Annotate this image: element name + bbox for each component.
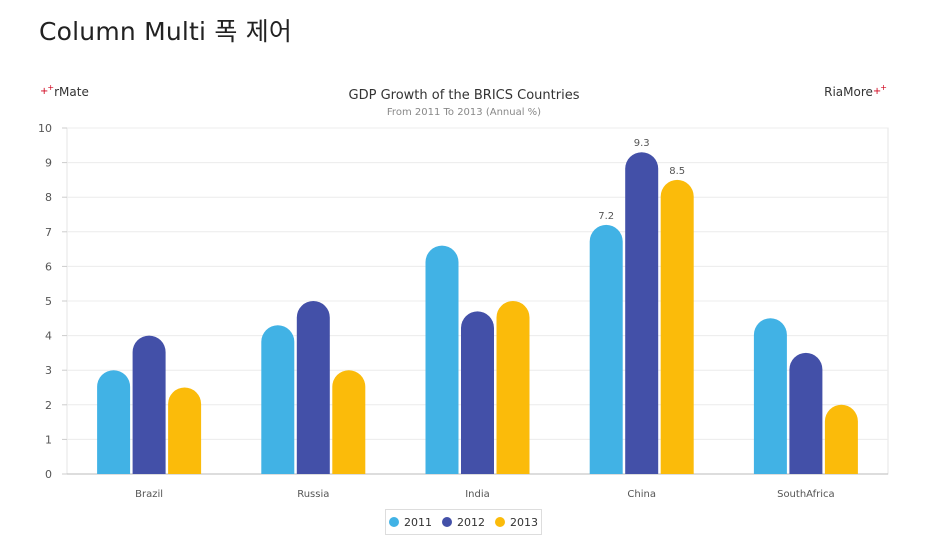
brand-left-label: rMate [54,85,89,99]
y-tick-label: 9 [45,157,52,170]
y-tick-label: 2 [45,399,52,412]
x-tick-label: China [627,489,656,500]
y-tick-label: 7 [45,226,52,239]
legend-item-2013[interactable]: 2013 [495,516,538,529]
bar-china-2012 [625,152,659,474]
legend-item-2012[interactable]: 2012 [442,516,485,529]
data-label: 7.2 [598,211,614,222]
y-tick-label: 3 [45,364,52,377]
bar-china-2013 [660,179,694,474]
plus-small-icon: + [47,83,55,92]
bar-southafrica-2012 [789,352,823,474]
bar-southafrica-2011 [753,318,787,474]
brand-right-label: RiaMore [824,85,873,99]
legend-item-2011[interactable]: 2011 [389,516,432,529]
legend-label: 2012 [457,515,485,529]
y-tick-label: 8 [45,191,52,204]
legend-swatch [389,517,399,527]
y-tick-label: 6 [45,260,52,273]
bar-brazil-2013 [168,387,202,474]
brand-logo-right: RiaMore++ [824,83,887,99]
data-label: 9.3 [634,138,650,149]
bar-brazil-2012 [132,335,166,474]
x-tick-label: India [465,489,490,500]
chart-title: GDP Growth of the BRICS Countries [348,88,580,103]
legend-label: 2013 [510,515,538,529]
bar-russia-2011 [261,325,295,474]
plus-small-icon: + [880,83,887,92]
bar-india-2012 [461,311,494,474]
x-tick-label: Brazil [135,489,163,500]
data-label: 8.5 [669,166,685,177]
y-tick-label: 1 [45,433,52,446]
bar-russia-2013 [332,370,366,474]
legend-swatch [495,517,505,527]
bar-brazil-2011 [97,370,131,474]
bar-india-2011 [425,245,459,474]
y-tick-label: 4 [45,330,52,343]
bar-china-2011 [589,224,623,474]
x-tick-label: SouthAfrica [777,489,835,500]
y-tick-label: 0 [45,468,52,481]
y-tick-label: 5 [45,295,52,308]
plus-icon: + [40,86,49,97]
legend-swatch [442,517,452,527]
bar-southafrica-2013 [824,404,858,474]
plus-icon: + [872,86,882,97]
chart-legend: 2011 2012 2013 [385,509,542,535]
bar-india-2013 [496,301,530,474]
brand-logo-left: ++rMate [40,83,89,99]
chart-subtitle: From 2011 To 2013 (Annual %) [386,107,542,118]
page-title: Column Multi 폭 제어 [39,17,293,46]
bar-russia-2012 [296,301,330,474]
x-tick-label: Russia [297,489,329,500]
y-tick-label: 10 [38,122,52,135]
legend-label: 2011 [404,515,432,529]
